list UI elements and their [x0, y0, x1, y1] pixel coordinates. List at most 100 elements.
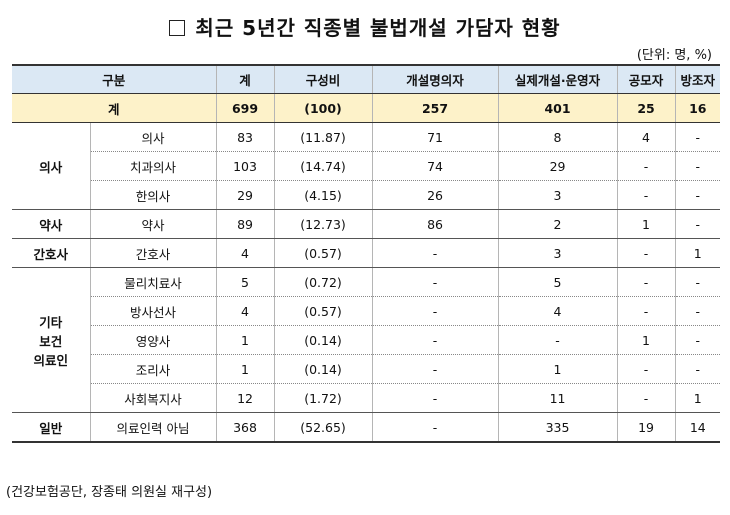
table-cell: -	[616, 354, 676, 384]
table-cell: -	[674, 325, 721, 355]
table-cell: (14.74)	[273, 151, 373, 181]
table-cell: 14	[674, 412, 721, 443]
header-nominee: 개설명의자	[371, 64, 499, 94]
group-label: 의사	[12, 122, 90, 210]
header-ratio: 구성비	[273, 64, 373, 94]
table-cell: (0.57)	[273, 238, 373, 268]
table-cell: 29	[215, 180, 275, 210]
row-label: 한의사	[89, 180, 217, 210]
table-cell: 1	[674, 238, 721, 268]
table-cell: (4.15)	[273, 180, 373, 210]
table-cell: 4	[497, 296, 618, 326]
total-row: 계 699 (100) 257 401 25 16	[12, 93, 721, 123]
table-cell: -	[616, 151, 676, 181]
table-cell: 1	[497, 354, 618, 384]
table-cell: 4	[215, 238, 275, 268]
table-row: 방사선사 4 (0.57) -4- -	[12, 296, 721, 326]
table-cell: (52.65)	[273, 412, 373, 443]
table-cell: 2	[497, 209, 618, 239]
group-label: 간호사	[12, 238, 90, 268]
table-cell: 1	[215, 325, 275, 355]
table-cell: -	[497, 325, 618, 355]
table-row: 기타 보건 의료인 물리치료사 5 (0.72) -5- -	[12, 267, 721, 413]
table-cell: (0.72)	[273, 267, 373, 297]
table-cell: 3	[497, 180, 618, 210]
table-row: 치과의사 103 (14.74) 74 29- -	[12, 151, 721, 181]
table-cell: 8	[497, 122, 618, 152]
table-cell: -	[371, 325, 499, 355]
header-conspirator: 공모자	[616, 64, 676, 94]
group-label: 일반	[12, 412, 90, 443]
row-label: 영양사	[89, 325, 217, 355]
row-label: 의사	[89, 122, 217, 152]
table-cell: 86	[371, 209, 499, 239]
table-cell: -	[674, 180, 721, 210]
table-cell: -	[616, 267, 676, 297]
table-cell: -	[616, 238, 676, 268]
table-cell: 11	[497, 383, 618, 413]
table-cell: -	[616, 383, 676, 413]
table-cell: 19	[616, 412, 676, 443]
table-cell: -	[674, 354, 721, 384]
table-cell: 4	[616, 122, 676, 152]
table-cell: (100)	[273, 93, 373, 123]
table-row: 사회복지사 12 (1.72) -11-1	[12, 383, 721, 413]
table-cell: (0.14)	[273, 325, 373, 355]
table-cell: 401	[497, 93, 618, 123]
table-cell: -	[371, 412, 499, 443]
table-cell: 5	[215, 267, 275, 297]
table-cell: -	[371, 296, 499, 326]
table-row: 영양사 1 (0.14) - -1-	[12, 325, 721, 355]
group-label: 기타 보건 의료인	[12, 267, 90, 413]
table-cell: 257	[371, 93, 499, 123]
table-cell: 335	[497, 412, 618, 443]
table-cell: 29	[497, 151, 618, 181]
row-label: 간호사	[89, 238, 217, 268]
table-cell: 103	[215, 151, 275, 181]
table-cell: -	[674, 122, 721, 152]
table-cell: -	[674, 267, 721, 297]
row-label: 사회복지사	[89, 383, 217, 413]
table-cell: 4	[215, 296, 275, 326]
table-cell: 71	[371, 122, 499, 152]
row-label: 치과의사	[89, 151, 217, 181]
table-cell: -	[674, 296, 721, 326]
table-cell: -	[616, 296, 676, 326]
total-label: 계	[12, 93, 217, 123]
header-sum: 계	[215, 64, 275, 94]
table-cell: 1	[215, 354, 275, 384]
table-cell: -	[616, 180, 676, 210]
table-cell: 83	[215, 122, 275, 152]
table-cell: (0.14)	[273, 354, 373, 384]
table-cell: (12.73)	[273, 209, 373, 239]
unit-label: (단위: 명, %)	[636, 48, 712, 63]
row-label: 의료인력 아님	[89, 412, 217, 443]
group-label: 약사	[12, 209, 90, 239]
table-cell: (1.72)	[273, 383, 373, 413]
header-row: 구분 계 구성비 개설명의자 실제개설·운영자 공모자 방조자	[12, 64, 721, 94]
table-cell: -	[371, 267, 499, 297]
header-category: 구분	[12, 64, 217, 94]
table-cell: -	[371, 354, 499, 384]
table-row: 간호사 간호사 4 (0.57) -3-1	[12, 238, 721, 268]
table-cell: -	[371, 383, 499, 413]
table-row: 약사 약사 89 (12.73) 86 2 1-	[12, 209, 721, 239]
statistics-table: 구분 계 구성비 개설명의자 실제개설·운영자 공모자 방조자 계 699 (1…	[12, 64, 721, 443]
table-row: 조리사 1 (0.14) -1- -	[12, 354, 721, 384]
row-label: 약사	[89, 209, 217, 239]
table-row: 의사 의사 83 (11.87) 71 8 4-	[12, 122, 721, 210]
table-cell: 368	[215, 412, 275, 443]
checkbox-square-icon	[169, 20, 186, 36]
table-cell: -	[371, 238, 499, 268]
document-title: 최근 5년간 직종별 불법개설 가담자 현황	[0, 12, 730, 41]
row-label: 물리치료사	[89, 267, 217, 297]
source-note: (건강보험공단, 장종태 의원실 재구성)	[6, 485, 213, 500]
table-cell: -	[674, 151, 721, 181]
table-cell: 89	[215, 209, 275, 239]
table-row: 한의사 29 (4.15) 26 3- -	[12, 180, 721, 210]
table-cell: 16	[674, 93, 721, 123]
table-cell: 26	[371, 180, 499, 210]
title-text: 최근 5년간 직종별 불법개설 가담자 현황	[195, 16, 561, 40]
table-cell: 1	[674, 383, 721, 413]
row-label: 조리사	[89, 354, 217, 384]
